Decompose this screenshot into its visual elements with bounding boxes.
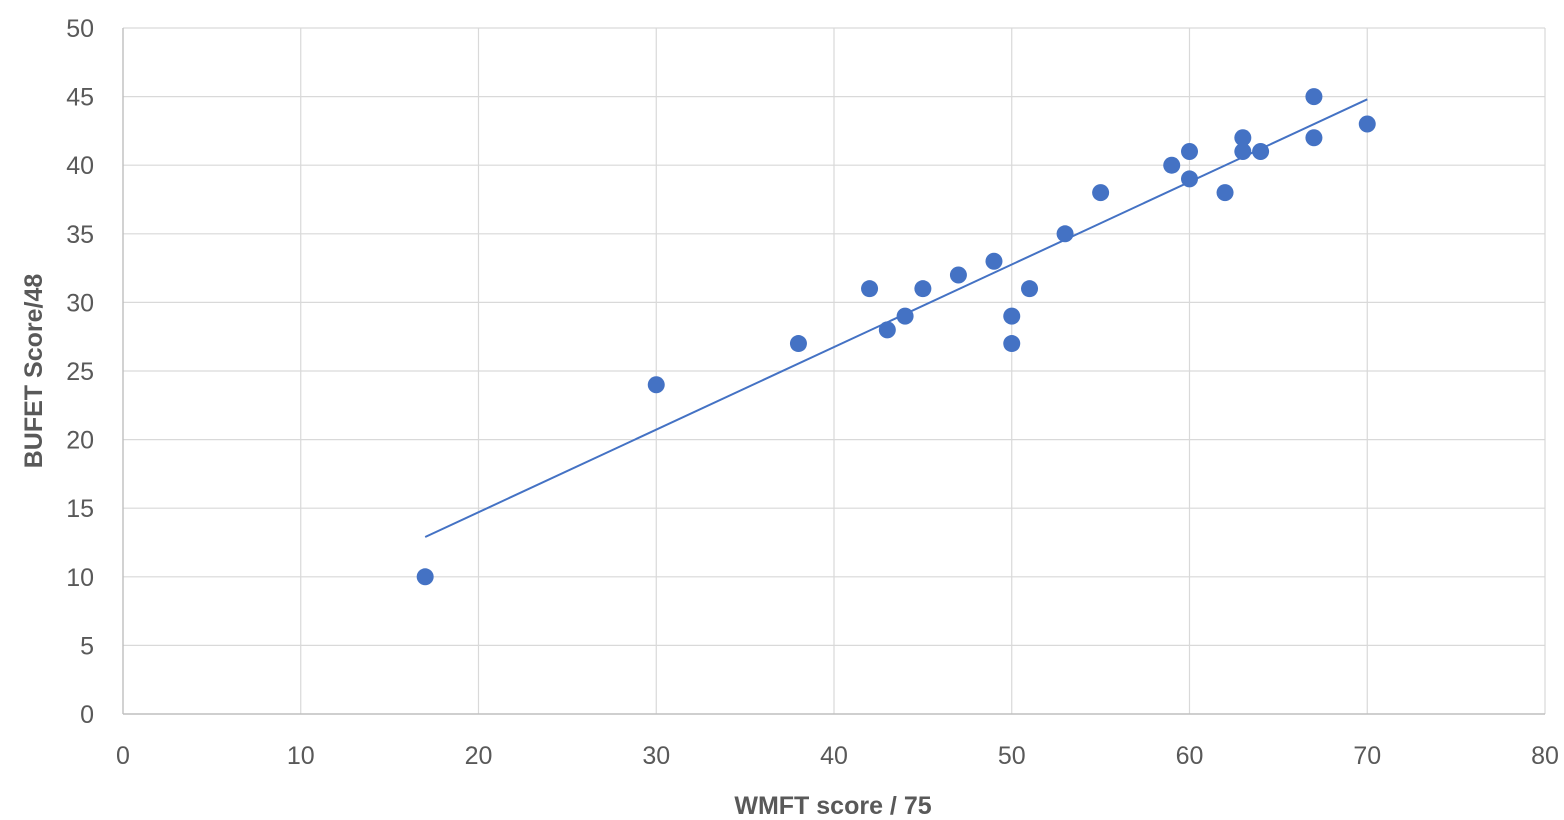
data-point (1358, 115, 1376, 133)
data-point (1305, 88, 1323, 106)
y-tick-label: 20 (66, 427, 94, 455)
data-point (1216, 184, 1234, 202)
data-point (985, 252, 1003, 270)
data-point (1234, 129, 1252, 147)
y-tick-label: 0 (80, 701, 94, 729)
data-point (1003, 335, 1021, 353)
data-point (1092, 184, 1110, 202)
data-point (789, 335, 807, 353)
data-point (861, 280, 879, 298)
data-point (1056, 225, 1074, 243)
gridlines (123, 27, 1546, 714)
data-point (1181, 142, 1198, 160)
data-point (1003, 307, 1021, 325)
axes (122, 28, 1545, 715)
x-tick-label: 50 (998, 742, 1026, 770)
data-point (416, 568, 434, 586)
y-tick-label: 50 (66, 15, 94, 43)
data-point (1234, 142, 1252, 160)
y-tick-label: 35 (66, 221, 94, 249)
data-point (878, 321, 896, 339)
y-tick-label: 30 (66, 289, 94, 317)
x-tick-label: 10 (287, 742, 315, 770)
data-point (647, 376, 665, 394)
y-tick-label: 25 (66, 358, 94, 386)
x-tick-label: 20 (465, 742, 493, 770)
y-tick-label: 10 (66, 564, 94, 592)
y-tick-label: 45 (66, 84, 94, 112)
y-tick-label: 5 (80, 632, 94, 660)
x-axis-title: WMFT score / 75 (734, 792, 931, 820)
tick-labels: 0 5 10 15 20 25 30 35 40 45 50 0 10 20 30 40 50 60 70 80 (66, 15, 1559, 770)
x-tick-label: 70 (1353, 742, 1381, 770)
y-tick-label: 40 (66, 152, 94, 180)
x-tick-label: 0 (116, 742, 130, 770)
trendline-layer (424, 98, 1368, 538)
data-point (1181, 170, 1198, 188)
trendline (424, 98, 1368, 538)
data-point (1163, 156, 1181, 174)
data-point (949, 266, 967, 284)
data-point (914, 280, 932, 298)
data-points (416, 88, 1376, 586)
x-tick-label: 80 (1531, 742, 1559, 770)
data-point (1252, 142, 1270, 160)
y-tick-label: 15 (66, 495, 94, 523)
x-tick-label: 40 (820, 742, 848, 770)
x-tick-label: 30 (642, 742, 670, 770)
data-point (1305, 129, 1323, 147)
y-axis-title: BUFET Score/48 (20, 274, 48, 469)
data-point (896, 307, 914, 325)
data-point (1021, 280, 1039, 298)
x-tick-label: 60 (1176, 742, 1204, 770)
